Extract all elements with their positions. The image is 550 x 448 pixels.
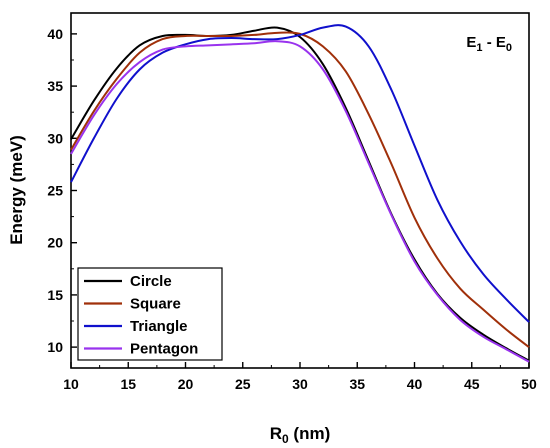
x-tick-label: 50 (521, 376, 537, 392)
y-tick-label: 25 (47, 183, 63, 199)
series-line-pentagon (70, 40, 530, 363)
legend-items: Circle Square Triangle Pentagon (84, 273, 198, 358)
legend-label-circle: Circle (130, 273, 172, 290)
x-tick-label: 15 (120, 376, 136, 392)
axis-ticks: 10 15 20 25 30 35 40 45 50 10 15 20 25 30 35 40 (47, 26, 537, 392)
x-tick-label: 35 (349, 376, 365, 392)
series-line-circle (70, 26, 530, 362)
legend-box (77, 267, 223, 361)
y-tick-label: 35 (47, 78, 63, 94)
series-line-square (70, 31, 530, 348)
y-tick-label: 10 (47, 339, 63, 355)
legend-label-pentagon: Pentagon (130, 341, 198, 358)
x-tick-label: 20 (178, 376, 194, 392)
series-lines (70, 24, 530, 363)
y-tick-label: 30 (47, 130, 63, 146)
plot-annotation: E1 - E0 (466, 34, 512, 54)
legend-label-square: Square (130, 296, 181, 313)
y-tick-label: 40 (47, 26, 63, 42)
y-tick-label: 15 (47, 287, 63, 303)
series-line-triangle (70, 24, 530, 323)
legend-label-triangle: Triangle (130, 318, 188, 335)
x-tick-label: 25 (235, 376, 251, 392)
y-tick-label: 20 (47, 235, 63, 251)
y-axis-title: Energy (meV) (7, 135, 26, 245)
x-axis-title: R0 (nm) (270, 424, 331, 446)
x-tick-label: 45 (464, 376, 480, 392)
x-tick-label: 40 (407, 376, 423, 392)
x-tick-label: 10 (63, 376, 79, 392)
x-tick-label: 30 (292, 376, 308, 392)
legend: Circle Square Triangle Pentagon (77, 267, 223, 361)
